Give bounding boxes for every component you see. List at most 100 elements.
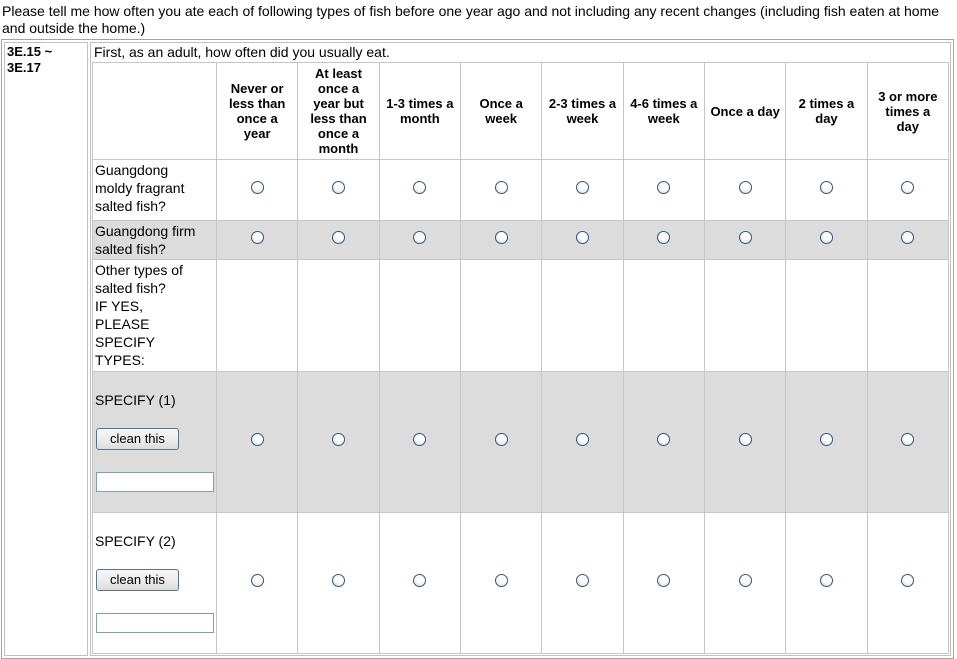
radio-cell: [378, 512, 461, 654]
question-text: First, as an adult, how often did you us…: [94, 44, 390, 60]
empty-cell: [622, 259, 705, 372]
column-header-never: Never or less than once a year: [215, 62, 299, 160]
radio-cell: [703, 220, 787, 260]
row-label: Other types of salted fish? IF YES, PLEA…: [92, 259, 217, 372]
radio-button[interactable]: [575, 231, 589, 244]
radio-cell: [703, 371, 787, 513]
radio-button[interactable]: [250, 231, 264, 244]
empty-cell: [215, 259, 299, 372]
radio-button[interactable]: [331, 574, 345, 587]
specify-cell: SPECIFY (1) clean this: [92, 371, 217, 513]
radio-button[interactable]: [575, 433, 589, 446]
radio-button[interactable]: [331, 181, 345, 194]
empty-cell: [297, 259, 380, 372]
radio-button[interactable]: [901, 231, 915, 244]
radio-button[interactable]: [331, 231, 345, 244]
question-block: 3E.15 ~ 3E.17 First, as an adult, how of…: [1, 39, 954, 659]
radio-button[interactable]: [819, 181, 833, 194]
column-header-3-or-more-times-a-day: 3 or more times a day: [866, 62, 950, 160]
radio-button[interactable]: [413, 574, 427, 587]
empty-cell: [541, 259, 624, 372]
radio-button[interactable]: [738, 181, 752, 194]
radio-button[interactable]: [250, 433, 264, 446]
radio-button[interactable]: [331, 433, 345, 446]
table-row-other-types: Other types of salted fish? IF YES, PLEA…: [92, 259, 950, 372]
radio-cell: [866, 512, 950, 654]
radio-cell: [297, 512, 380, 654]
radio-button[interactable]: [738, 433, 752, 446]
radio-cell: [459, 159, 543, 221]
specify-input-2[interactable]: [96, 613, 214, 633]
radio-button[interactable]: [494, 231, 508, 244]
column-header-4-6-times-a-week: 4-6 times a week: [622, 62, 705, 160]
radio-cell: [215, 159, 299, 221]
radio-cell: [297, 220, 380, 260]
radio-cell: [541, 220, 624, 260]
clean-this-button[interactable]: clean this: [96, 428, 179, 450]
column-header-once-a-week: Once a week: [459, 62, 543, 160]
question-area: First, as an adult, how often did you us…: [90, 42, 951, 656]
radio-button[interactable]: [657, 181, 671, 194]
radio-cell: [378, 220, 461, 260]
radio-button[interactable]: [413, 231, 427, 244]
radio-button[interactable]: [494, 433, 508, 446]
radio-button[interactable]: [494, 574, 508, 587]
radio-cell: [378, 159, 461, 221]
specify-input-1[interactable]: [96, 472, 214, 492]
empty-cell: [459, 259, 543, 372]
column-header-once-a-day: Once a day: [703, 62, 787, 160]
radio-button[interactable]: [901, 433, 915, 446]
radio-cell: [622, 220, 705, 260]
radio-cell: [703, 159, 787, 221]
radio-cell: [378, 371, 461, 513]
table-row-specify-2: SPECIFY (2) clean this: [92, 512, 950, 654]
radio-button[interactable]: [657, 574, 671, 587]
table-row-firm-salted-fish: Guangdong firm salted fish?: [92, 220, 950, 260]
radio-cell: [541, 512, 624, 654]
clean-this-button[interactable]: clean this: [96, 569, 179, 591]
radio-button[interactable]: [738, 574, 752, 587]
row-label: Guangdong firm salted fish?: [92, 220, 217, 260]
column-header-2-times-a-day: 2 times a day: [785, 62, 868, 160]
radio-cell: [866, 371, 950, 513]
radio-cell: [215, 371, 299, 513]
radio-button[interactable]: [575, 574, 589, 587]
radio-button[interactable]: [901, 181, 915, 194]
empty-cell: [378, 259, 461, 372]
radio-cell: [622, 159, 705, 221]
radio-button[interactable]: [819, 231, 833, 244]
radio-button[interactable]: [901, 574, 915, 587]
radio-cell: [215, 220, 299, 260]
radio-button[interactable]: [819, 574, 833, 587]
row-label: SPECIFY (2): [95, 533, 176, 549]
radio-cell: [622, 512, 705, 654]
empty-cell: [785, 259, 868, 372]
radio-cell: [785, 371, 868, 513]
radio-button[interactable]: [250, 181, 264, 194]
column-header-1-3-times-a-month: 1-3 times a month: [378, 62, 461, 160]
radio-cell: [297, 159, 380, 221]
table-row-specify-1: SPECIFY (1) clean this: [92, 371, 950, 513]
radio-cell: [215, 512, 299, 654]
radio-button[interactable]: [494, 181, 508, 194]
radio-button[interactable]: [575, 181, 589, 194]
radio-button[interactable]: [657, 433, 671, 446]
column-header-2-3-times-a-week: 2-3 times a week: [541, 62, 624, 160]
radio-cell: [785, 159, 868, 221]
radio-button[interactable]: [657, 231, 671, 244]
radio-cell: [459, 512, 543, 654]
radio-cell: [459, 371, 543, 513]
radio-cell: [785, 220, 868, 260]
radio-button[interactable]: [738, 231, 752, 244]
radio-button[interactable]: [250, 574, 264, 587]
column-header-at-least-once-a-year: At least once a year but less than once …: [297, 62, 380, 160]
radio-cell: [866, 220, 950, 260]
radio-cell: [703, 512, 787, 654]
empty-cell: [703, 259, 787, 372]
row-label: SPECIFY (1): [95, 392, 176, 408]
table-row-moldy-fragrant-salted-fish: Guangdong moldy fragrant salted fish?: [92, 159, 950, 221]
radio-button[interactable]: [819, 433, 833, 446]
radio-button[interactable]: [413, 433, 427, 446]
radio-cell: [297, 371, 380, 513]
radio-button[interactable]: [413, 181, 427, 194]
